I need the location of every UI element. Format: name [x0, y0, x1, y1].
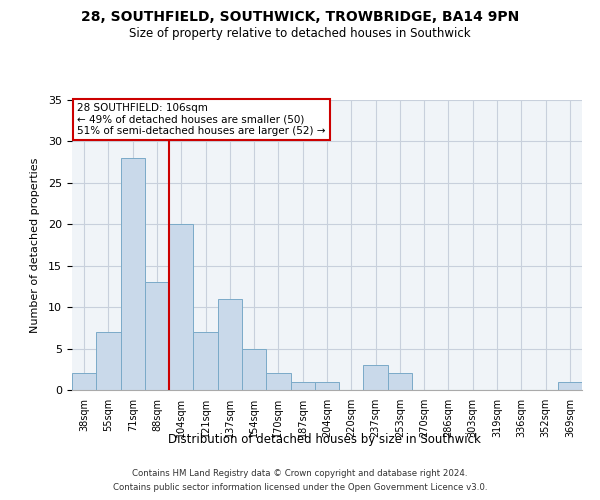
Bar — [193, 332, 218, 390]
Text: 28, SOUTHFIELD, SOUTHWICK, TROWBRIDGE, BA14 9PN: 28, SOUTHFIELD, SOUTHWICK, TROWBRIDGE, B… — [81, 10, 519, 24]
Bar — [558, 382, 582, 390]
Text: 28 SOUTHFIELD: 106sqm
← 49% of detached houses are smaller (50)
51% of semi-deta: 28 SOUTHFIELD: 106sqm ← 49% of detached … — [77, 103, 326, 136]
Text: Size of property relative to detached houses in Southwick: Size of property relative to detached ho… — [129, 28, 471, 40]
Bar — [290, 382, 315, 390]
Text: Distribution of detached houses by size in Southwick: Distribution of detached houses by size … — [167, 432, 481, 446]
Bar — [266, 374, 290, 390]
Text: Contains public sector information licensed under the Open Government Licence v3: Contains public sector information licen… — [113, 484, 487, 492]
Bar — [364, 365, 388, 390]
Bar — [72, 374, 96, 390]
Bar — [315, 382, 339, 390]
Text: Contains HM Land Registry data © Crown copyright and database right 2024.: Contains HM Land Registry data © Crown c… — [132, 468, 468, 477]
Bar — [145, 282, 169, 390]
Bar — [121, 158, 145, 390]
Bar — [388, 374, 412, 390]
Bar — [96, 332, 121, 390]
Bar — [218, 299, 242, 390]
Bar — [242, 348, 266, 390]
Bar — [169, 224, 193, 390]
Y-axis label: Number of detached properties: Number of detached properties — [30, 158, 40, 332]
